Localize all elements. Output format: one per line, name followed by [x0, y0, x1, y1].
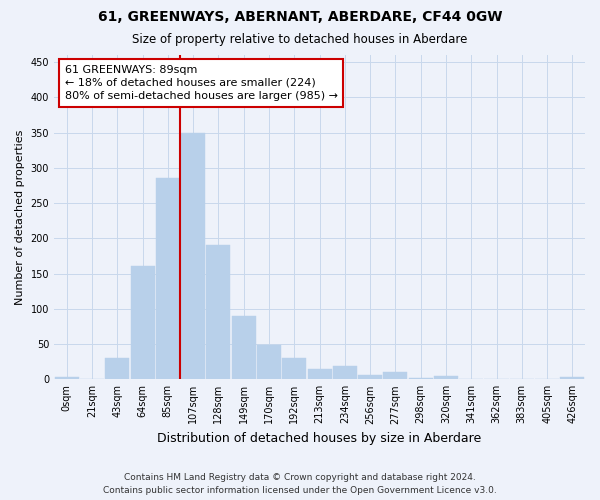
Text: Contains HM Land Registry data © Crown copyright and database right 2024.
Contai: Contains HM Land Registry data © Crown c… — [103, 474, 497, 495]
Bar — [206, 244, 230, 380]
Bar — [535, 378, 559, 380]
Bar — [459, 378, 483, 380]
Bar — [308, 368, 332, 380]
Bar — [383, 372, 407, 380]
Bar — [560, 377, 584, 380]
Bar — [181, 132, 205, 380]
Bar — [257, 346, 281, 380]
Bar — [333, 366, 357, 380]
Text: Size of property relative to detached houses in Aberdare: Size of property relative to detached ho… — [133, 32, 467, 46]
Bar — [156, 178, 180, 380]
Bar — [434, 376, 458, 380]
Bar — [232, 316, 256, 380]
Text: 61 GREENWAYS: 89sqm
← 18% of detached houses are smaller (224)
80% of semi-detac: 61 GREENWAYS: 89sqm ← 18% of detached ho… — [65, 64, 338, 101]
X-axis label: Distribution of detached houses by size in Aberdare: Distribution of detached houses by size … — [157, 432, 482, 445]
Bar — [282, 358, 306, 380]
Bar — [484, 378, 509, 380]
Bar — [55, 377, 79, 380]
Bar — [105, 358, 129, 380]
Y-axis label: Number of detached properties: Number of detached properties — [15, 130, 25, 305]
Bar — [358, 375, 382, 380]
Bar — [409, 378, 433, 380]
Bar — [131, 266, 155, 380]
Text: 61, GREENWAYS, ABERNANT, ABERDARE, CF44 0GW: 61, GREENWAYS, ABERNANT, ABERDARE, CF44 … — [98, 10, 502, 24]
